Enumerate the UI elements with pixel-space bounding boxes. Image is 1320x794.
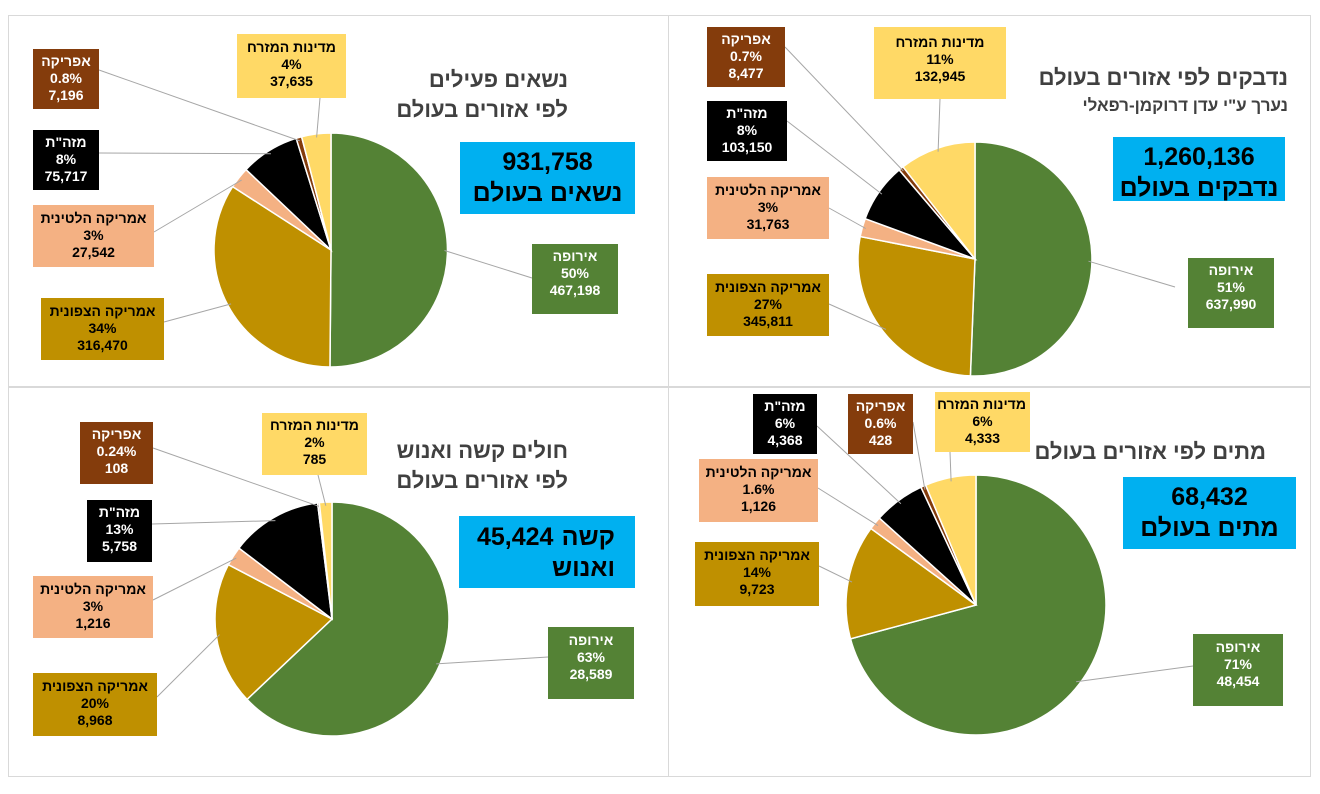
slice-label-africa: אפריקה 0.6% 428 (848, 394, 913, 454)
chart-title-line2: לפי אזורים בעולם (396, 97, 568, 122)
total-number: 1,260,136 (1143, 143, 1255, 171)
leader-line-middle-east-states (316, 97, 321, 138)
chart-title: נדבקים לפי אזורים בעולם (1038, 65, 1288, 90)
leader-line-latin-america (152, 557, 237, 601)
slice-label-latin-america: אמריקה הלטינית 3% 31,763 (707, 177, 829, 239)
leader-line-east (786, 120, 883, 195)
total-label: קשה (561, 523, 615, 551)
slice-label-north-america: אמריקה הצפונית 34% 316,470 (41, 298, 164, 360)
pie-slice-north-america (857, 235, 976, 377)
total-label: נשאים בעולם (472, 179, 623, 207)
total-label: נדבקים בעולם (1119, 174, 1279, 202)
slice-label-north-america: אמריקה הצפונית 27% 345,811 (707, 274, 829, 336)
leader-line-north-america (156, 634, 220, 698)
slice-label-middle-east-states: מדינות המזרח 4% 37,635 (237, 34, 346, 98)
chart-title: נשאים פעילים (428, 67, 568, 92)
leader-line-latin-america (828, 207, 866, 229)
leader-line-africa (152, 447, 320, 507)
total-label: מתים בעולם (1140, 514, 1279, 542)
pie-slice-middle-east-states (318, 501, 333, 620)
slice-label-europe: אירופה 71% 48,454 (1193, 634, 1283, 706)
pie-slice-europe (245, 501, 450, 737)
chart-title: מתים לפי אזורים בעולם (1034, 439, 1266, 464)
pie-slice-east (237, 502, 333, 621)
chart-panel-infected: נדבקים לפי אזורים בעולם נערך ע"י עדן דרו… (643, 15, 1311, 387)
pie-slice-middle-east-states (300, 132, 332, 251)
slice-label-middle-east-states: מדינות המזרח 6% 4,333 (935, 392, 1030, 452)
chart-panel-deaths: מתים לפי אזורים בעולם 68,432 מתים בעולם … (668, 387, 1311, 777)
total-number: 68,432 (1171, 483, 1248, 511)
total-box: 1,260,136 נדבקים בעולם (1113, 137, 1285, 202)
chart-title-line2: לפי אזורים בעולם (396, 468, 568, 493)
slice-label-latin-america: אמריקה הלטינית 3% 27,542 (33, 205, 154, 267)
chart-title: חולים קשה ואנוש (396, 438, 568, 463)
slice-label-east: מזה"ת 8% 75,717 (33, 130, 99, 190)
pie-chart-infected (784, 46, 1176, 377)
pie-slice-middle-east-states (924, 474, 977, 606)
total-number: 931,758 (502, 148, 593, 176)
leader-line-east (151, 520, 276, 525)
chart-subtitle: נערך ע"י עדן דרוקמן-רפאלי (1082, 96, 1288, 115)
total-label-line2: ואנוש (551, 554, 615, 582)
slice-label-east: מזה"ת 6% 4,368 (753, 394, 817, 454)
leader-line-east (816, 425, 902, 505)
pie-slice-europe (849, 474, 1107, 736)
leader-line-europe (444, 250, 533, 279)
pie-slice-middle-east-states (901, 141, 976, 262)
leader-line-middle-east-states (937, 98, 941, 152)
pie-slice-europe (969, 141, 1093, 377)
slice-label-europe: אירופה 50% 467,198 (532, 244, 618, 314)
pie-slice-europe (329, 132, 449, 368)
leader-line-north-america (163, 303, 232, 323)
slice-label-middle-east-states: מדינות המזרח 11% 132,945 (874, 27, 1006, 99)
leader-line-north-america (828, 303, 887, 330)
chart-panel-severe-critical: חולים קשה ואנוש לפי אזורים בעולם 45,424 … (8, 387, 669, 777)
leader-line-middle-east-states (949, 451, 952, 482)
total-box: 931,758 נשאים בעולם (460, 142, 635, 214)
leader-line-north-america (818, 565, 853, 583)
slice-label-north-america: אמריקה הצפונית 14% 9,723 (695, 542, 819, 606)
leader-line-europe (1076, 665, 1194, 683)
chart-panel-active-carriers: נשאים פעילים לפי אזורים בעולם 931,758 נש… (8, 15, 669, 387)
pie-chart-active-carriers (98, 69, 533, 368)
slice-label-africa: אפריקה 0.8% 7,196 (33, 49, 99, 109)
total-number: 45,424 (477, 523, 554, 551)
pie-slice-north-america (214, 563, 334, 701)
pie-chart-deaths (816, 421, 1194, 736)
slice-label-east: מזה"ת 13% 5,758 (87, 500, 152, 562)
slice-label-latin-america: אמריקה הלטינית 3% 1,216 (33, 576, 153, 638)
leader-line-europe (436, 656, 549, 665)
slice-label-latin-america: אמריקה הלטינית 1.6% 1,126 (699, 459, 818, 522)
slice-label-europe: אירופה 51% 637,990 (1188, 258, 1274, 328)
total-box: 45,424 קשה ואנוש (459, 516, 635, 588)
leader-line-east (98, 152, 271, 155)
leader-line-latin-america (817, 487, 879, 527)
leader-line-africa (98, 69, 300, 142)
slice-label-north-america: אמריקה הצפונית 20% 8,968 (33, 673, 157, 736)
leader-line-latin-america (153, 179, 242, 233)
leader-line-africa (912, 421, 926, 490)
slice-label-africa: אפריקה 0.7% 8,477 (707, 27, 785, 87)
slice-label-africa: אפריקה 0.24% 108 (80, 422, 153, 484)
total-box: 68,432 מתים בעולם (1123, 477, 1296, 549)
pie-chart-severe-critical (151, 447, 549, 737)
pie-slice-north-america (845, 527, 978, 640)
slice-label-middle-east-states: מדינות המזרח 2% 785 (262, 413, 367, 475)
leader-line-africa (784, 46, 904, 172)
leader-line-middle-east-states (317, 474, 327, 506)
slice-label-east: מזה"ת 8% 103,150 (707, 101, 787, 161)
leader-line-europe (1088, 260, 1176, 288)
slice-label-europe: אירופה 63% 28,589 (548, 627, 634, 699)
